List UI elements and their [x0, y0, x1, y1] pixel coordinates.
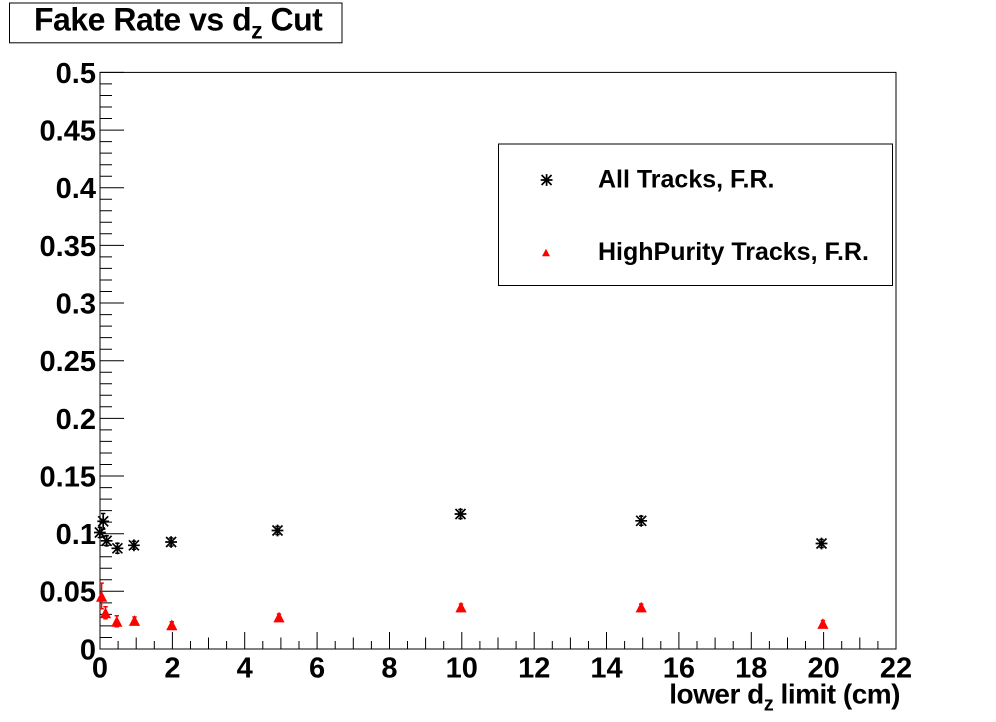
svg-text:4: 4 — [237, 652, 253, 684]
svg-text:12: 12 — [518, 652, 550, 684]
svg-text:All Tracks, F.R.: All Tracks, F.R. — [598, 165, 774, 193]
svg-text:0: 0 — [92, 652, 108, 684]
svg-text:0.5: 0.5 — [56, 58, 96, 90]
svg-text:0.05: 0.05 — [40, 577, 96, 609]
svg-text:2: 2 — [164, 652, 180, 684]
svg-text:0.45: 0.45 — [40, 116, 96, 148]
svg-text:0.3: 0.3 — [56, 288, 96, 320]
svg-text:10: 10 — [446, 652, 478, 684]
svg-text:0.1: 0.1 — [56, 519, 96, 551]
svg-text:0.25: 0.25 — [40, 346, 96, 378]
svg-text:0.35: 0.35 — [40, 231, 96, 263]
svg-text:lower dz limit (cm): lower dz limit (cm) — [669, 678, 900, 715]
svg-text:0: 0 — [80, 634, 96, 666]
svg-text:Fake Rate vs dz Cut: Fake Rate vs dz Cut — [34, 2, 323, 44]
svg-text:20: 20 — [807, 652, 839, 684]
svg-text:HighPurity Tracks, F.R.: HighPurity Tracks, F.R. — [598, 238, 869, 266]
svg-text:0.2: 0.2 — [56, 404, 96, 436]
svg-text:6: 6 — [309, 652, 325, 684]
svg-text:16: 16 — [663, 652, 695, 684]
svg-text:14: 14 — [590, 652, 622, 684]
svg-text:0.15: 0.15 — [40, 461, 96, 493]
svg-text:18: 18 — [735, 652, 767, 684]
svg-text:0.4: 0.4 — [56, 173, 96, 205]
svg-text:22: 22 — [880, 652, 912, 684]
svg-text:8: 8 — [381, 652, 397, 684]
